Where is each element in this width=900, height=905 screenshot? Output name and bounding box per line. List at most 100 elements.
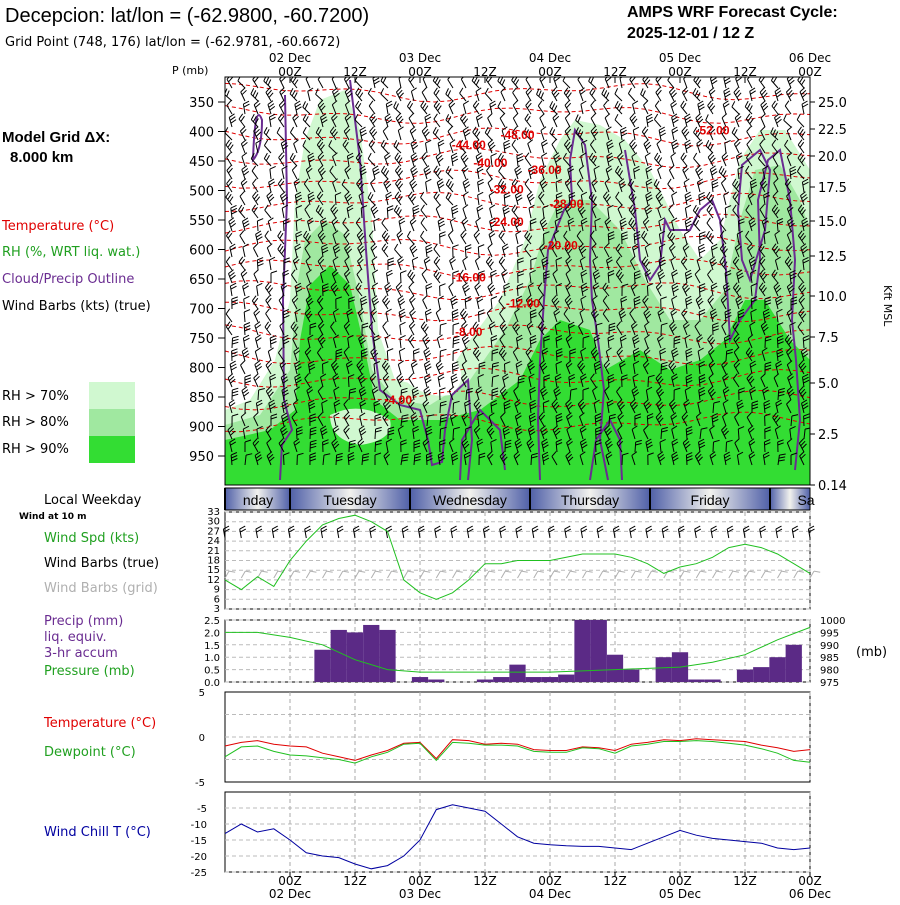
wind-barb	[629, 139, 638, 154]
wind-barb	[242, 100, 250, 115]
wind-barb	[452, 335, 460, 349]
wind-barb	[395, 282, 403, 297]
wind-barb	[255, 139, 262, 154]
wind-barb	[653, 178, 662, 193]
wind-speed-tick: 27	[207, 526, 220, 537]
bottom-hour-label: 12Z	[473, 874, 497, 888]
bottom-hour-label: 00Z	[408, 874, 432, 888]
wind-barb	[263, 152, 272, 167]
wind-barb	[774, 87, 783, 102]
wind-barb	[226, 77, 234, 89]
wind-barb	[500, 87, 506, 102]
wind-barb	[370, 570, 382, 579]
wind-barb	[395, 113, 404, 128]
precip-bar	[655, 657, 672, 682]
wind-barb	[775, 360, 783, 375]
wind-barb	[569, 348, 576, 362]
wind-barb	[775, 295, 783, 310]
wind-barb	[387, 426, 395, 440]
wind-barb	[658, 243, 666, 258]
wind-barb	[343, 230, 350, 245]
wind-barb	[322, 439, 329, 453]
wind-barb	[567, 165, 575, 180]
wind-barb	[777, 453, 786, 466]
wind-barb	[695, 570, 707, 579]
temp-tick: 0	[199, 733, 205, 744]
station-title: Decepcion: lat/lon = (-62.9800, -60.7200…	[5, 5, 369, 27]
wind-barb	[758, 282, 767, 297]
wind-barb	[331, 438, 340, 453]
wind-barb	[712, 401, 721, 414]
wind-barb	[317, 412, 324, 427]
wind-barb	[669, 321, 677, 336]
wind-barb	[516, 152, 524, 167]
wind-barb	[333, 386, 340, 401]
wind-barb	[576, 230, 584, 245]
wind-barb	[240, 412, 247, 427]
wind-barb	[737, 165, 744, 180]
wind-barb	[439, 387, 446, 401]
wind-barb	[436, 178, 445, 193]
wind-barb	[748, 438, 756, 453]
wind-barb	[671, 451, 679, 466]
wind-barb	[565, 360, 573, 375]
wind-barb	[784, 334, 793, 349]
wind-barb	[335, 452, 343, 466]
wind-barb	[568, 321, 575, 336]
wind-barb	[606, 256, 613, 271]
wind-barb	[279, 321, 285, 336]
wind-barb	[633, 270, 641, 284]
wind-barb	[231, 387, 239, 401]
wind-barb	[732, 191, 740, 206]
wind-barb	[343, 399, 350, 414]
wind-barb	[620, 295, 628, 310]
wind-barb	[618, 308, 627, 323]
wind-barb	[472, 321, 480, 336]
wind-barb	[338, 570, 349, 579]
wind-barb	[745, 230, 753, 245]
wind-barb	[421, 87, 428, 102]
wind-barb	[708, 87, 716, 102]
wind-barb	[655, 191, 664, 206]
wind-barb	[513, 451, 521, 466]
wind-barb	[657, 308, 665, 323]
wind-barb	[230, 204, 238, 219]
wind-barb	[784, 139, 792, 154]
wind-barb	[229, 243, 237, 258]
pressure-tick-label: 400	[189, 126, 214, 141]
wind-barb	[723, 334, 731, 349]
wind-barb	[711, 178, 719, 193]
wind-barb	[630, 570, 642, 579]
wind-barb	[267, 100, 276, 115]
wind-barb	[731, 101, 740, 115]
cloud-outline-contour	[589, 418, 623, 481]
wind-barb	[784, 100, 792, 115]
wind-barb	[251, 165, 259, 180]
wind-barb	[588, 152, 598, 167]
wind-barb	[538, 191, 545, 206]
wind-barb	[564, 113, 571, 128]
wind-barb	[435, 204, 442, 219]
wind-barb	[423, 360, 432, 375]
wind-barb	[786, 308, 794, 323]
wind-barb	[764, 361, 772, 375]
wind-barb	[517, 374, 525, 388]
wind-barb	[732, 256, 740, 271]
wind-barb	[644, 334, 650, 349]
wind-barb	[554, 373, 562, 388]
wind-barb	[382, 295, 391, 310]
wind-barb	[802, 373, 810, 388]
wind-barb	[449, 256, 456, 271]
wind-barb	[629, 399, 638, 414]
temp-tick: 5	[199, 688, 205, 699]
wind-barb	[306, 269, 312, 284]
wind-barb	[400, 439, 407, 453]
wind-barb	[797, 126, 806, 141]
top-hour-label: 12Z	[473, 65, 497, 79]
wind-barb	[231, 413, 239, 427]
wind-barb	[602, 282, 610, 297]
wind-barb	[712, 439, 720, 453]
wind-barb	[464, 296, 472, 310]
wind-barb	[774, 230, 781, 245]
wind-barb	[383, 451, 391, 466]
